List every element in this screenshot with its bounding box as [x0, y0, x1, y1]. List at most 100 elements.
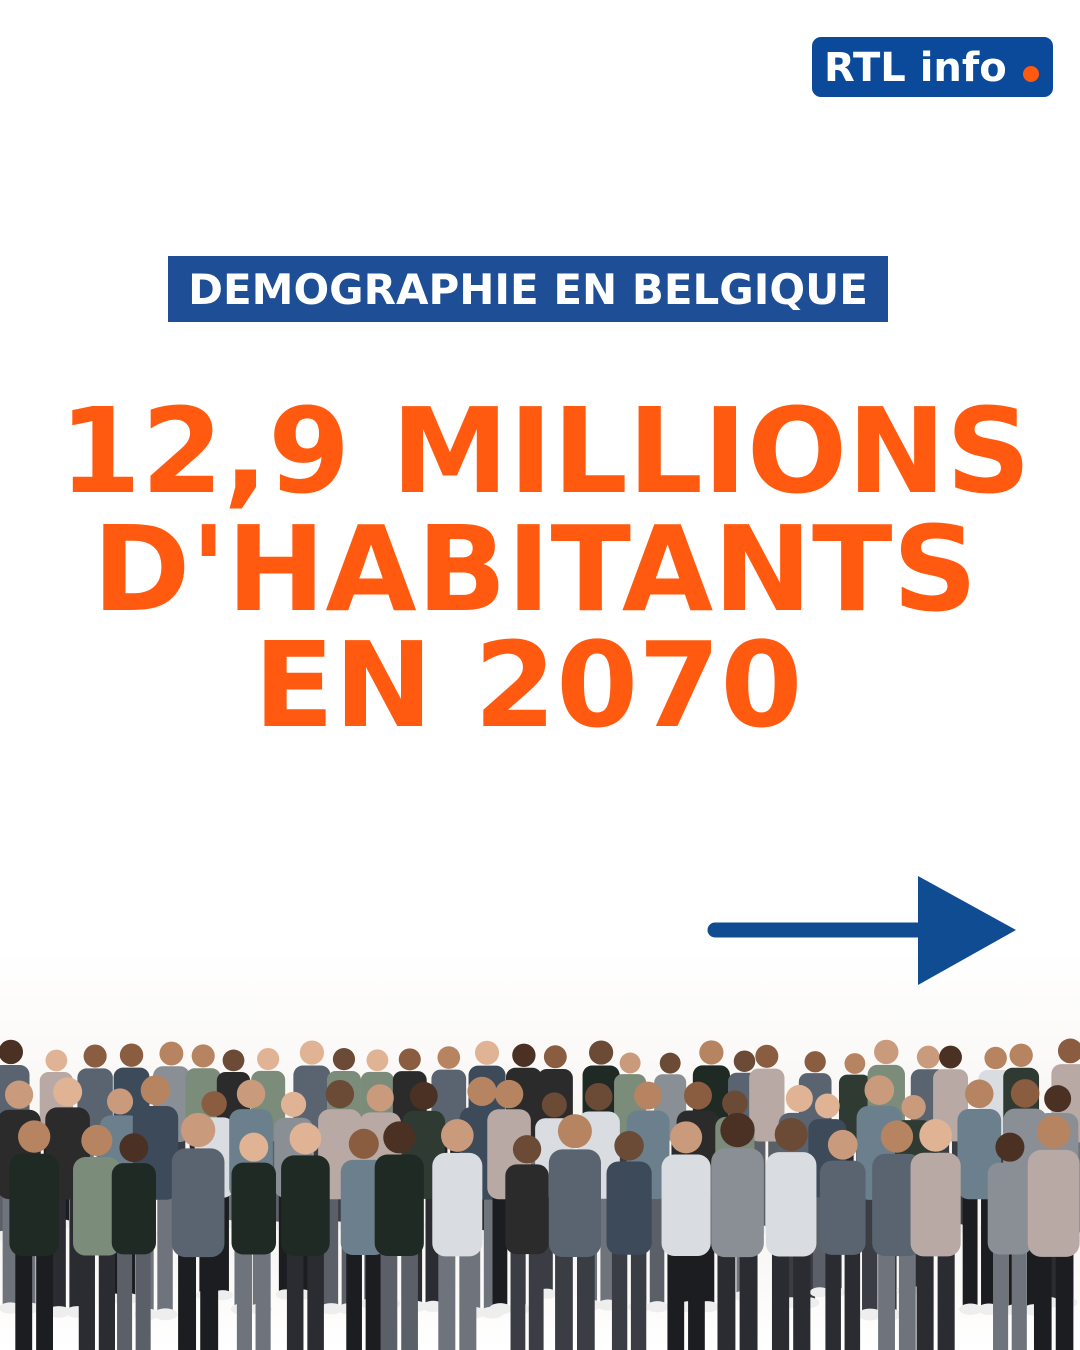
person-head	[1036, 1114, 1071, 1149]
person-body	[171, 1148, 225, 1258]
arrow	[707, 876, 1016, 985]
person-leg	[365, 1250, 382, 1350]
logo-dot	[1023, 66, 1039, 82]
person-leg	[739, 1252, 758, 1350]
person-head	[864, 1075, 895, 1105]
person-head	[919, 1119, 952, 1152]
person-leg	[135, 1249, 151, 1350]
person-shoe	[858, 1308, 883, 1321]
person-leg	[36, 1251, 53, 1350]
person-head	[699, 1040, 724, 1065]
person-leg	[157, 1194, 173, 1314]
person-leg	[649, 1193, 665, 1306]
person-head	[119, 1133, 149, 1163]
person-head	[785, 1084, 813, 1112]
person-head	[348, 1128, 379, 1159]
person-head	[874, 1039, 899, 1065]
person-body	[231, 1162, 276, 1255]
person-shoe	[959, 1303, 982, 1315]
person-body	[987, 1162, 1033, 1255]
person-head	[512, 1135, 542, 1164]
person-body	[548, 1149, 601, 1258]
person-shoe	[489, 1303, 512, 1315]
person-leg	[438, 1251, 456, 1350]
person-head	[722, 1090, 748, 1117]
person-head	[383, 1121, 416, 1154]
person-body	[749, 1068, 785, 1142]
person-leg	[255, 1249, 271, 1350]
person-body	[9, 1153, 59, 1257]
person-head	[684, 1081, 712, 1110]
person-leg	[1011, 1249, 1027, 1350]
person-leg	[825, 1249, 841, 1350]
person-leg	[307, 1250, 324, 1350]
person-body	[505, 1164, 549, 1255]
person-head	[17, 1120, 51, 1153]
person-head	[467, 1076, 497, 1107]
person-head	[325, 1079, 355, 1109]
person-leg	[555, 1252, 573, 1350]
person-head	[557, 1114, 592, 1149]
person-body	[281, 1155, 330, 1256]
person-head	[774, 1118, 808, 1151]
person-leg	[771, 1251, 790, 1350]
person-head	[257, 1047, 280, 1071]
person-head	[0, 1039, 23, 1065]
person-leg	[898, 1251, 916, 1350]
person-head	[880, 1120, 914, 1153]
person-head	[512, 1043, 536, 1067]
person-head	[589, 1040, 614, 1065]
person-head	[619, 1052, 641, 1074]
person-head	[180, 1112, 216, 1148]
person-leg	[236, 1249, 252, 1350]
person-head	[299, 1040, 325, 1065]
person-head	[437, 1046, 461, 1069]
person-body	[765, 1152, 817, 1257]
person-head	[280, 1091, 307, 1117]
person-leg	[576, 1252, 595, 1350]
person-head	[733, 1050, 756, 1072]
person-leg	[528, 1249, 544, 1350]
person-leg	[937, 1251, 955, 1350]
person-head	[53, 1077, 83, 1107]
person-head	[1009, 1043, 1033, 1067]
person-leg	[492, 1194, 508, 1308]
person-leg	[346, 1250, 362, 1350]
person-head	[239, 1132, 269, 1162]
person-head	[670, 1121, 703, 1154]
headline-line: EN 2070	[254, 616, 803, 754]
person-head	[1057, 1038, 1080, 1064]
person-head	[614, 1131, 644, 1161]
person-leg	[15, 1251, 33, 1350]
person-body	[872, 1153, 922, 1257]
person-head	[1010, 1079, 1040, 1108]
person-body	[910, 1152, 961, 1257]
person-body	[606, 1161, 652, 1255]
person-head	[236, 1079, 266, 1109]
person-head	[106, 1088, 134, 1115]
person-leg	[380, 1251, 398, 1350]
person-head	[804, 1051, 826, 1073]
person-body	[73, 1157, 121, 1256]
person-leg	[667, 1251, 685, 1350]
headline-line: 12,9 MILLIONS	[59, 382, 1031, 520]
person-shoe	[809, 1287, 830, 1298]
person-head	[1044, 1085, 1072, 1113]
person-shoe	[646, 1301, 669, 1313]
person-head	[584, 1083, 613, 1111]
person-head	[659, 1052, 681, 1074]
person-head	[81, 1124, 113, 1157]
person-head	[965, 1079, 994, 1109]
person-leg	[200, 1252, 219, 1350]
person-leg	[286, 1250, 304, 1350]
person-body	[1027, 1149, 1080, 1257]
person-head	[332, 1048, 356, 1071]
person-leg	[1055, 1251, 1074, 1350]
person-leg	[98, 1250, 116, 1350]
person-head	[543, 1045, 567, 1069]
person-leg	[916, 1251, 934, 1350]
crowd	[0, 1038, 1080, 1350]
person-body	[661, 1154, 711, 1257]
person-head	[844, 1053, 866, 1074]
person-head	[494, 1079, 524, 1109]
